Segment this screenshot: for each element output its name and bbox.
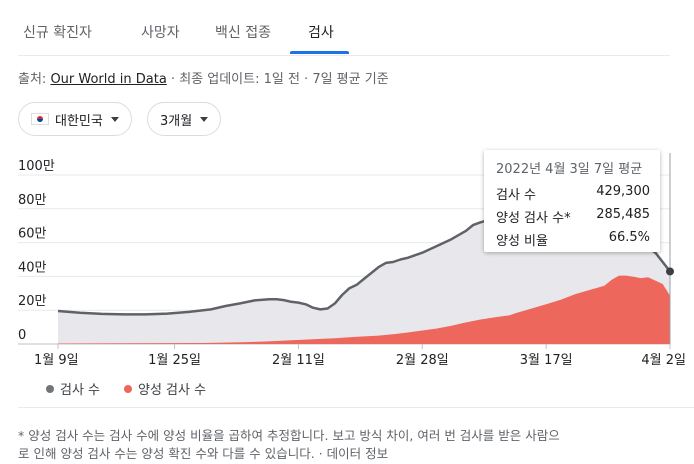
x-tick-label: 1월 25일 bbox=[148, 353, 201, 368]
tab-new-cases[interactable]: 신규 확진자 bbox=[23, 25, 92, 41]
tooltip-value: 285,485 bbox=[596, 207, 650, 222]
tooltip-date: 2022년 4월 3일 7일 평균 bbox=[496, 162, 643, 177]
positive-tests-area bbox=[58, 275, 670, 344]
tab-vaccinations[interactable]: 백신 접종 bbox=[215, 25, 271, 41]
footnote-line-2: 로 인해 양성 검사 수는 양성 확진 수와 다를 수 있습니다. · 데이터 … bbox=[18, 446, 389, 461]
source-link[interactable]: Our World in Data bbox=[50, 72, 167, 87]
legend-tests: 검사 수 bbox=[46, 379, 100, 398]
country-label: 대한민국 bbox=[55, 113, 103, 129]
tab-deaths[interactable]: 사망자 bbox=[141, 25, 180, 41]
tooltip-label: 검사 수 bbox=[496, 188, 537, 203]
y-tick-label: 60만 bbox=[18, 227, 47, 242]
x-tick-label: 1월 9일 bbox=[34, 353, 79, 368]
legend-positive: 양성 검사 수 bbox=[124, 379, 206, 398]
source-line: 출처: Our World in Data · 최종 업데이트: 1일 전 · … bbox=[18, 68, 389, 87]
tab-testing[interactable]: 검사 bbox=[308, 25, 334, 41]
korea-flag-icon bbox=[31, 113, 49, 125]
y-tick-label: 100만 bbox=[18, 159, 55, 174]
tooltip-row-rate: 양성 비율 66.5% bbox=[496, 230, 650, 249]
x-tick-label: 2월 11일 bbox=[272, 353, 325, 368]
period-label: 3개월 bbox=[160, 113, 193, 129]
legend-label: 검사 수 bbox=[60, 383, 101, 398]
chevron-down-icon bbox=[110, 116, 119, 122]
legend-label: 양성 검사 수 bbox=[138, 383, 207, 398]
active-tab-indicator bbox=[290, 51, 349, 54]
tooltip-value: 429,300 bbox=[596, 184, 650, 199]
chevron-down-icon bbox=[200, 116, 209, 122]
y-tick-label: 40만 bbox=[18, 260, 47, 275]
legend-dot bbox=[46, 384, 54, 393]
x-tick-label: 3월 17일 bbox=[520, 353, 573, 368]
source-suffix: · 최종 업데이트: 1일 전 · 7일 평균 기준 bbox=[166, 72, 389, 87]
y-tick-label: 20만 bbox=[18, 294, 47, 309]
chart-tooltip: 2022년 4월 3일 7일 평균 검사 수 429,300 양성 검사 수* … bbox=[484, 150, 660, 252]
x-tick-label: 4월 2일 bbox=[641, 353, 686, 368]
tooltip-row-positive: 양성 검사 수* 285,485 bbox=[496, 207, 650, 226]
x-tick-label: 2월 28일 bbox=[396, 353, 449, 368]
tooltip-value: 66.5% bbox=[608, 230, 650, 245]
y-tick-label: 80만 bbox=[18, 193, 47, 208]
legend-dot bbox=[124, 384, 132, 393]
source-prefix: 출처: bbox=[18, 72, 51, 87]
hover-point bbox=[666, 267, 674, 276]
period-dropdown[interactable]: 3개월 bbox=[147, 102, 222, 136]
y-tick-label: 0 bbox=[18, 328, 26, 343]
country-dropdown[interactable]: 대한민국 bbox=[18, 102, 132, 136]
tooltip-label: 양성 검사 수* bbox=[496, 211, 571, 226]
divider bbox=[18, 407, 694, 408]
tooltip-label: 양성 비율 bbox=[496, 234, 548, 249]
tooltip-row-tests: 검사 수 429,300 bbox=[496, 184, 650, 203]
footnote-line-1: * 양성 검사 수는 검사 수에 양성 비율을 곱하여 추정합니다. 보고 방식… bbox=[18, 428, 560, 443]
tab-bar: 신규 확진자 사망자 백신 접종 검사 bbox=[18, 0, 670, 56]
